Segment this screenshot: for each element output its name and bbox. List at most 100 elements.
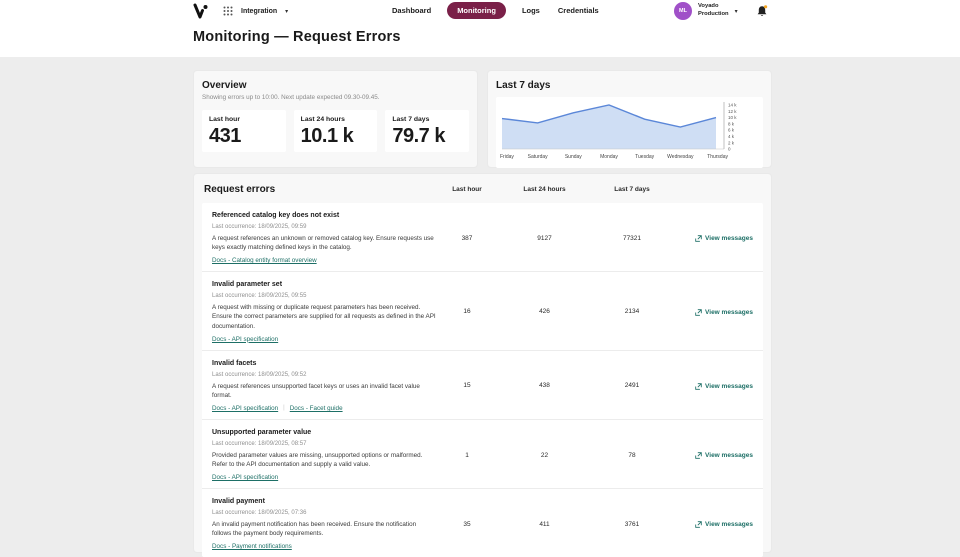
svg-text:6 k: 6 k bbox=[728, 128, 735, 133]
request-errors-card: Request errors Last hour Last 24 hours L… bbox=[193, 173, 772, 557]
table-title: Request errors bbox=[204, 184, 276, 195]
value-last-24-hours: 426 bbox=[539, 308, 550, 316]
error-row: Unsupported parameter value Last occurre… bbox=[202, 420, 763, 490]
view-messages-icon bbox=[695, 309, 702, 316]
nav-item-credentials[interactable]: Credentials bbox=[557, 6, 599, 15]
value-last-7-days: 78 bbox=[628, 451, 636, 459]
svg-text:Tuesday: Tuesday bbox=[635, 154, 654, 160]
docs-link[interactable]: Docs - Facet guide bbox=[289, 404, 343, 412]
nav-item-monitoring[interactable]: Monitoring bbox=[447, 2, 506, 19]
stat-value: 79.7 k bbox=[392, 125, 445, 147]
view-messages-label: View messages bbox=[705, 308, 753, 316]
error-title: Invalid payment bbox=[212, 498, 265, 506]
voyado-logo-icon[interactable] bbox=[193, 3, 209, 19]
svg-text:8 k: 8 k bbox=[728, 121, 735, 126]
stat-value: 431 bbox=[209, 125, 241, 147]
column-header-last-7-days: Last 7 days bbox=[614, 186, 650, 193]
docs-link[interactable]: Docs - Catalog entity format overview bbox=[212, 257, 317, 265]
error-description: A request references unsupported facet k… bbox=[212, 382, 420, 399]
view-messages-icon bbox=[695, 235, 702, 242]
column-header-last-24-hours: Last 24 hours bbox=[523, 186, 566, 193]
last-occurrence: Last occurrence: 18/09/2025, 08:57 bbox=[212, 440, 307, 447]
error-description: A request with missing or duplicate requ… bbox=[212, 304, 436, 330]
account-name[interactable]: Voyado Production bbox=[698, 3, 729, 18]
value-last-24-hours: 438 bbox=[539, 382, 550, 390]
overview-subtitle: Showing errors up to 10:00. Next update … bbox=[202, 94, 380, 101]
svg-text:2 k: 2 k bbox=[728, 140, 735, 145]
value-last-24-hours: 9127 bbox=[537, 234, 552, 242]
view-messages-link[interactable]: View messages bbox=[695, 383, 753, 390]
app-switcher-icon[interactable] bbox=[223, 6, 233, 16]
error-row: Invalid parameter set Last occurrence: 1… bbox=[202, 272, 763, 351]
last-occurrence: Last occurrence: 18/09/2025, 09:55 bbox=[212, 293, 307, 300]
view-messages-label: View messages bbox=[705, 521, 753, 529]
error-title: Referenced catalog key does not exist bbox=[212, 212, 340, 219]
svg-text:Monday: Monday bbox=[600, 154, 618, 160]
view-messages-link[interactable]: View messages bbox=[695, 309, 753, 316]
view-messages-label: View messages bbox=[705, 452, 753, 459]
svg-text:Wednesday: Wednesday bbox=[667, 154, 694, 160]
value-last-hour: 15 bbox=[463, 382, 471, 390]
account-name-line2: Production bbox=[698, 11, 729, 17]
overview-title: Overview bbox=[202, 80, 247, 91]
error-description: Provided parameter values are missing, u… bbox=[212, 451, 423, 468]
view-messages-link[interactable]: View messages bbox=[695, 521, 753, 528]
value-last-24-hours: 22 bbox=[540, 451, 549, 459]
svg-text:0: 0 bbox=[728, 147, 731, 152]
value-last-7-days: 3761 bbox=[624, 520, 640, 528]
svg-text:4 k: 4 k bbox=[728, 134, 735, 139]
docs-link[interactable]: Docs - API specification bbox=[212, 474, 279, 482]
value-last-hour: 16 bbox=[463, 308, 471, 316]
value-last-hour: 387 bbox=[461, 234, 473, 242]
docs-links: Docs - API specification bbox=[212, 474, 437, 481]
error-row: Invalid payment Last occurrence: 18/09/2… bbox=[202, 489, 763, 557]
column-header-last-hour: Last hour bbox=[452, 186, 482, 193]
error-title: Unsupported parameter value bbox=[212, 428, 312, 436]
link-separator: | bbox=[283, 405, 285, 412]
view-messages-icon bbox=[695, 383, 702, 390]
svg-text:Sunday: Sunday bbox=[565, 154, 582, 160]
account-chevron-down-icon[interactable]: ▾ bbox=[734, 8, 738, 15]
docs-links: Docs - API specification | Docs - Facet gu… bbox=[212, 405, 437, 412]
chevron-down-icon[interactable]: ▾ bbox=[285, 8, 289, 15]
docs-link[interactable]: Docs - API specification bbox=[212, 335, 279, 343]
error-description: A request references an unknown or remov… bbox=[212, 235, 434, 252]
bell-icon bbox=[757, 4, 767, 16]
nav-item-logs[interactable]: Logs bbox=[521, 6, 540, 15]
view-messages-link[interactable]: View messages bbox=[695, 452, 753, 459]
table-header-row: Request errors Last hour Last 24 hours L… bbox=[202, 182, 763, 203]
svg-text:10 k: 10 k bbox=[728, 115, 737, 120]
chart-title: Last 7 days bbox=[496, 80, 551, 91]
docs-link[interactable]: Docs - Payment notifications bbox=[212, 543, 292, 551]
area-chart-svg: 14 k12 k10 k8 k 6 k4 k2 k 0 Friday Saturday S… bbox=[500, 102, 737, 160]
account-name-line1: Voyado bbox=[698, 3, 719, 10]
svg-text:14 k: 14 k bbox=[728, 103, 737, 108]
stat-last-hour: Last hour 431 bbox=[202, 110, 286, 152]
avatar[interactable]: ML bbox=[674, 2, 692, 20]
svg-text:Saturday: Saturday bbox=[528, 154, 549, 160]
top-header: Integration ▾ Dashboard Monitoring Logs … bbox=[0, 0, 960, 57]
error-title: Invalid parameter set bbox=[212, 281, 283, 289]
svg-text:Friday: Friday bbox=[500, 154, 514, 160]
error-description: An invalid payment notification has been… bbox=[212, 521, 417, 538]
stat-label: Last 24 hours bbox=[300, 116, 345, 123]
value-last-7-days: 2491 bbox=[624, 382, 640, 390]
docs-link[interactable]: Docs - API specification bbox=[212, 404, 279, 412]
value-last-hour: 1 bbox=[465, 451, 469, 459]
stat-last-7-days: Last 7 days 79.7 k bbox=[385, 110, 470, 152]
main-nav: Dashboard Monitoring Logs Credentials bbox=[390, 2, 601, 19]
last-occurrence: Last occurrence: 18/09/2025, 07:36 bbox=[212, 510, 307, 517]
view-messages-link[interactable]: View messages bbox=[695, 235, 753, 242]
stat-label: Last 7 days bbox=[392, 116, 430, 123]
context-selector-label[interactable]: Integration bbox=[241, 7, 278, 15]
error-row: Referenced catalog key does not exist La… bbox=[202, 203, 763, 273]
error-title: Invalid facets bbox=[212, 359, 257, 367]
nav-item-dashboard[interactable]: Dashboard bbox=[392, 6, 432, 15]
page-title: Monitoring — Request Errors bbox=[193, 29, 401, 45]
stat-value: 10.1 k bbox=[300, 125, 354, 147]
value-last-24-hours: 411 bbox=[539, 520, 550, 528]
notifications-button[interactable] bbox=[756, 4, 768, 18]
